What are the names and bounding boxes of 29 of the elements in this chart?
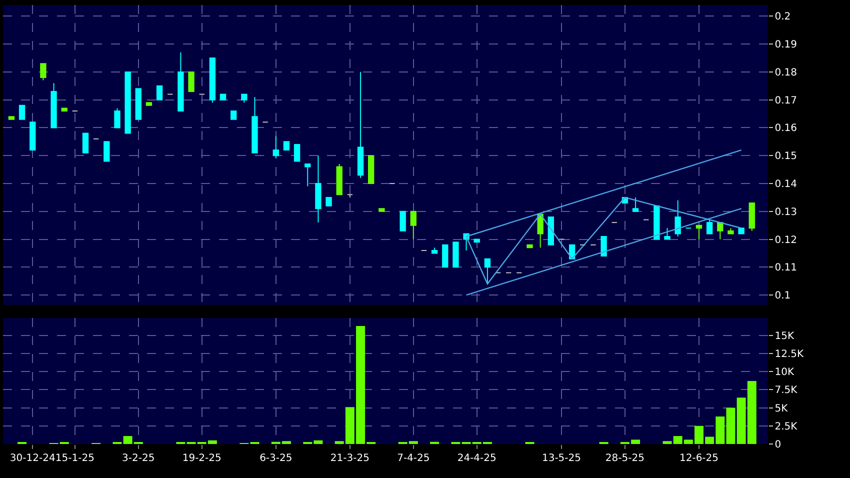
y-tick-label: 15K [774, 330, 794, 342]
y-tick-label: 0.11 [774, 262, 798, 274]
x-tick-label: 12-6-25 [679, 453, 719, 464]
y-tick-label: 2.5K [774, 421, 798, 432]
x-tick-label: 24-4-25 [457, 453, 496, 464]
x-tick-label: 7-4-25 [397, 453, 430, 464]
y-tick-label: 0.19 [774, 40, 798, 51]
y-tick-label: 10K [774, 367, 794, 378]
x-tick-label: 15-1-25 [55, 453, 94, 464]
x-tick-label: 28-5-25 [605, 453, 644, 464]
y-tick-label: 12.5K [774, 348, 804, 360]
x-tick-label: 6-3-25 [260, 453, 292, 464]
y-tick-label: 0.15 [774, 151, 798, 162]
y-tick-label: 0.1 [774, 290, 791, 302]
y-tick-label: 0 [774, 439, 782, 450]
x-tick-label: 21-3-25 [330, 453, 370, 464]
y-tick-label: 0.2 [774, 12, 791, 23]
y-tick-label: 0.12 [774, 234, 798, 246]
x-tick-label: 19-2-25 [182, 453, 222, 464]
y-tick-label: 7.5K [774, 385, 798, 396]
y-tick-label: 0.18 [774, 67, 798, 78]
x-tick-label: 30-12-24 [10, 453, 56, 464]
x-tick-label: 3-2-25 [122, 453, 155, 464]
x-tick-label: 13-5-25 [542, 453, 582, 464]
y-tick-label: 0.14 [774, 179, 798, 190]
y-tick-label: 0.13 [774, 206, 798, 218]
y-tick-label: 0.17 [774, 95, 798, 106]
y-tick-label: 0.16 [774, 123, 798, 134]
y-tick-label: 5K [774, 403, 788, 414]
